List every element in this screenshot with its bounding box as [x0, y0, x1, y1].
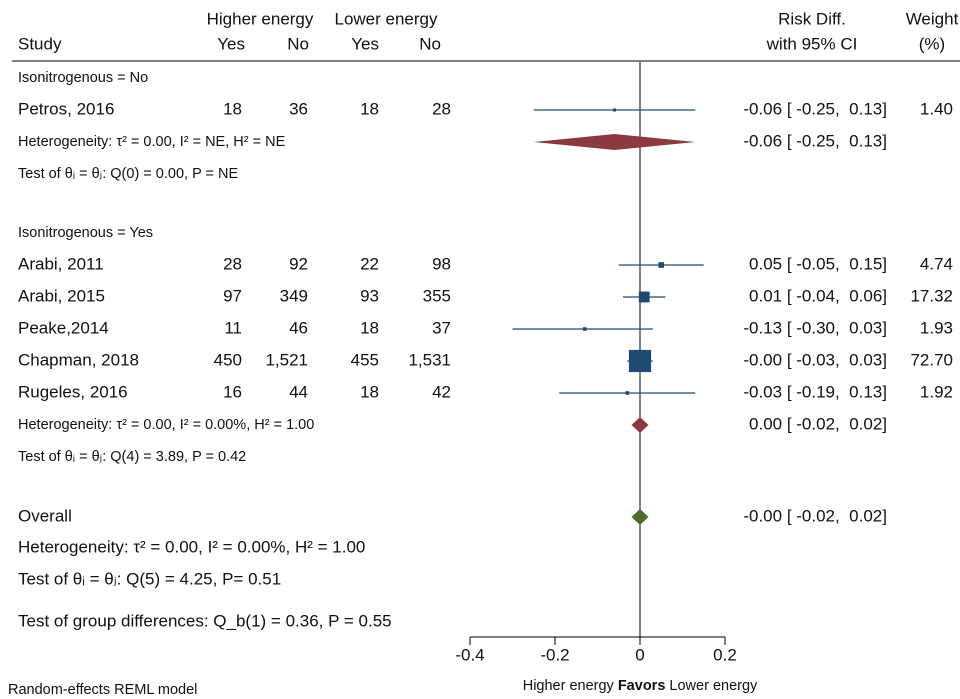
header: with 95% CI [766, 34, 858, 53]
ci-label: 0.05 [ -0.05, 0.15] [749, 254, 887, 273]
ci-label: -0.00 [ -0.02, 0.02] [743, 506, 887, 525]
weight: 72.70 [910, 350, 953, 369]
weight: 4.74 [920, 254, 953, 273]
weight: 17.32 [910, 286, 953, 305]
count: 28 [432, 99, 451, 118]
heterogeneity: Heterogeneity: τ² = 0.00, I² = NE, H² = … [18, 134, 286, 150]
header: Weight [906, 9, 959, 28]
subgroup-test: Test of θᵢ = θⱼ: Q(4) = 3.89, P = 0.42 [18, 449, 246, 465]
summary-diamond [631, 509, 649, 525]
overall-label: Overall [18, 506, 72, 525]
weight: 1.93 [920, 318, 953, 337]
study-name: Rugeles, 2016 [18, 382, 128, 401]
count: 1,531 [408, 350, 451, 369]
study-name: Arabi, 2011 [18, 254, 104, 273]
count: 18 [360, 318, 379, 337]
count: 11 [224, 318, 242, 337]
study-name: Chapman, 2018 [18, 350, 139, 369]
count: 22 [360, 254, 379, 273]
ci-label: 0.00 [ -0.02, 0.02] [749, 414, 887, 433]
count: 44 [289, 382, 308, 401]
weight: 1.40 [920, 99, 953, 118]
weight: 1.92 [920, 382, 953, 401]
count: 36 [289, 99, 308, 118]
count: 18 [223, 99, 242, 118]
count: 450 [214, 350, 242, 369]
header: Study [18, 34, 62, 53]
header: Risk Diff. [778, 9, 846, 28]
study-marker [625, 391, 630, 395]
count: 16 [223, 382, 242, 401]
header: (%) [919, 34, 945, 53]
header: Yes [351, 34, 379, 53]
study-name: Peake,2014 [18, 318, 109, 337]
count: 46 [289, 318, 308, 337]
count: 92 [289, 254, 308, 273]
x-axis-label: Higher energy Favors Lower energy [523, 678, 758, 694]
ci-label: 0.01 [ -0.04, 0.06] [749, 286, 887, 305]
header: Lower energy [334, 9, 438, 28]
study-marker [638, 291, 650, 303]
x-tick-label: 0 [635, 645, 644, 664]
count: 355 [423, 286, 451, 305]
heterogeneity: Heterogeneity: τ² = 0.00, I² = 0.00%, H²… [18, 537, 365, 556]
count: 98 [432, 254, 451, 273]
header: No [287, 34, 309, 53]
ci-label: -0.06 [ -0.25, 0.13] [743, 99, 887, 118]
count: 93 [360, 286, 379, 305]
ci-label: -0.13 [ -0.30, 0.03] [743, 318, 887, 337]
heterogeneity: Heterogeneity: τ² = 0.00, I² = 0.00%, H²… [18, 417, 314, 433]
count: 455 [351, 350, 379, 369]
summary-diamond [533, 134, 696, 150]
count: 28 [223, 254, 242, 273]
study-marker [582, 327, 587, 331]
model-note: Random-effects REML model [8, 682, 197, 698]
study-marker [628, 349, 652, 373]
count: 97 [223, 286, 242, 305]
subgroup-label: Isonitrogenous = Yes [18, 225, 153, 241]
overall-test: Test of θᵢ = θⱼ: Q(5) = 4.25, P= 0.51 [18, 569, 281, 588]
count: 37 [432, 318, 451, 337]
x-axis-label-part: Higher energy [523, 678, 615, 694]
study-marker [658, 262, 665, 268]
x-tick-label: 0.2 [713, 645, 737, 664]
study-name: Petros, 2016 [18, 99, 114, 118]
count: 18 [360, 382, 379, 401]
x-tick-label: -0.4 [455, 645, 484, 664]
x-tick-label: -0.2 [540, 645, 569, 664]
subgroup-label: Isonitrogenous = No [18, 70, 148, 86]
ci-label: -0.06 [ -0.25, 0.13] [743, 131, 887, 150]
header: Higher energy [207, 9, 314, 28]
ci-label: -0.03 [ -0.19, 0.13] [743, 382, 887, 401]
subgroup-test: Test of θᵢ = θⱼ: Q(0) = 0.00, P = NE [18, 166, 238, 182]
count: 1,521 [265, 350, 308, 369]
ci-label: -0.00 [ -0.03, 0.03] [743, 350, 887, 369]
count: 349 [280, 286, 308, 305]
header: Yes [217, 34, 245, 53]
group-test: Test of group differences: Q_b(1) = 0.36… [18, 611, 392, 630]
x-axis-label-part: Lower energy [669, 678, 758, 694]
summary-diamond [631, 417, 649, 433]
x-axis-label-part: Favors [618, 678, 666, 694]
study-marker [612, 108, 617, 112]
count: 42 [432, 382, 451, 401]
count: 18 [360, 99, 379, 118]
study-name: Arabi, 2015 [18, 286, 105, 305]
header: No [419, 34, 441, 53]
